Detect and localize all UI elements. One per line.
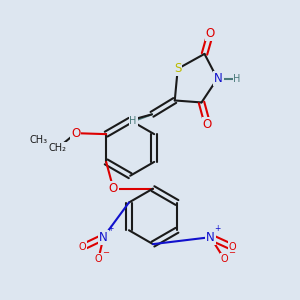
Text: O: O xyxy=(79,242,86,252)
Text: O: O xyxy=(228,242,236,252)
Text: O: O xyxy=(71,127,80,140)
Text: N: N xyxy=(214,72,223,85)
Text: CH₃: CH₃ xyxy=(30,135,48,145)
Text: H: H xyxy=(233,74,241,84)
Text: N: N xyxy=(206,231,215,244)
Text: −: − xyxy=(102,248,110,257)
Text: −: − xyxy=(228,248,235,257)
Text: S: S xyxy=(174,62,182,75)
Text: O: O xyxy=(203,118,212,131)
Text: O: O xyxy=(220,254,228,264)
Text: O: O xyxy=(109,182,118,195)
Text: CH₂: CH₂ xyxy=(49,143,67,153)
Text: +: + xyxy=(107,224,114,233)
Text: O: O xyxy=(95,254,102,264)
Text: H: H xyxy=(130,116,137,126)
Text: N: N xyxy=(99,231,108,244)
Text: +: + xyxy=(214,224,221,233)
Text: O: O xyxy=(206,27,215,40)
